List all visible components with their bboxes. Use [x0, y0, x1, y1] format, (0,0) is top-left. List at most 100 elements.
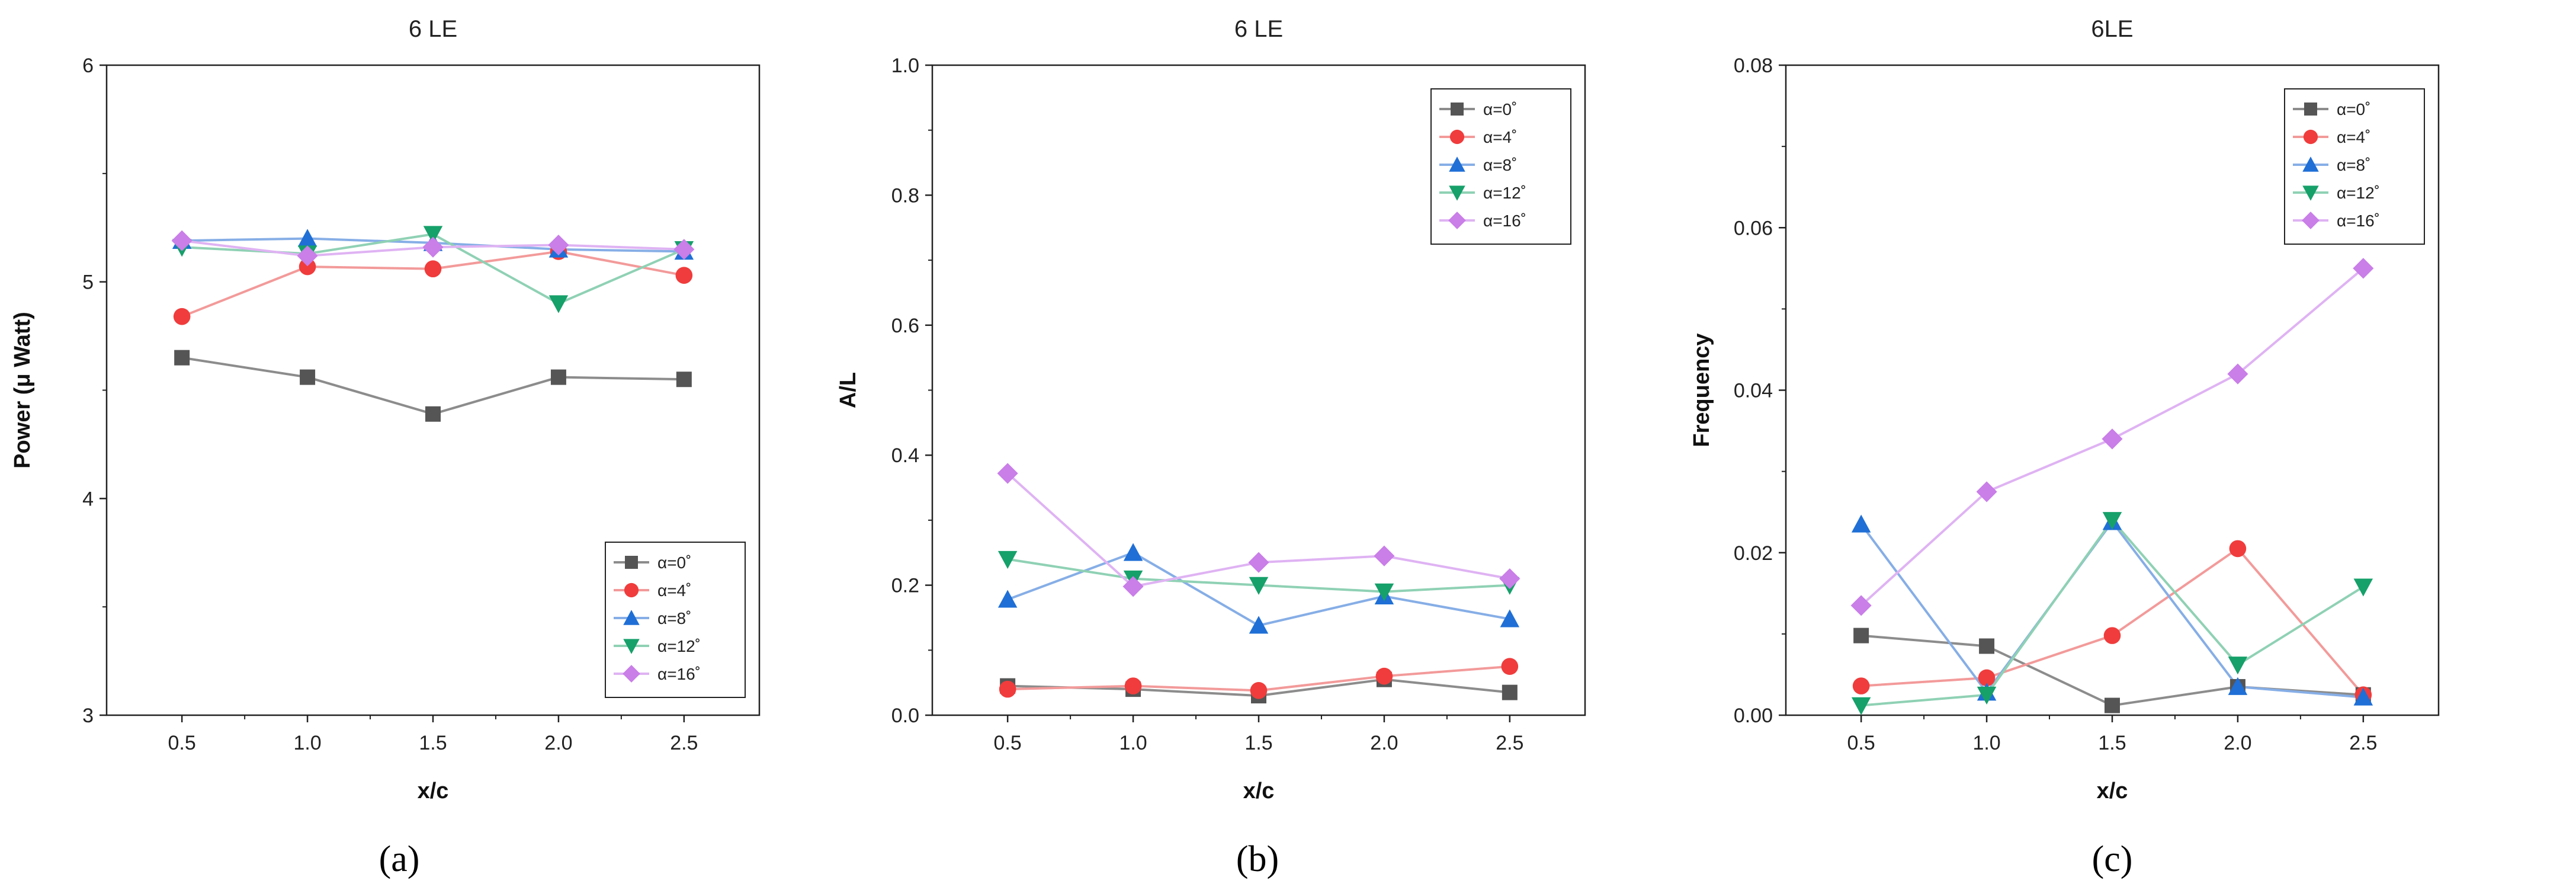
- data-point-a16: [422, 236, 444, 258]
- x-tick-label: 1.5: [1244, 732, 1272, 754]
- data-point-a16: [171, 230, 193, 251]
- legend: α=0˚ α=4˚ α=8˚ α=12˚ α=16˚: [1430, 88, 1571, 245]
- y-tick-label: 0.0: [891, 705, 919, 727]
- legend-label-a16: α=16˚: [657, 665, 701, 683]
- legend-label-a8: α=8˚: [657, 609, 691, 628]
- panel-label-b: (b): [1236, 839, 1279, 879]
- x-axis-label: x/c: [1243, 779, 1275, 803]
- data-point-a4: [675, 267, 693, 284]
- data-point-a12: [2228, 657, 2248, 675]
- chart-panel-c: 6LE 0.00 0.02 0.04 0.06 0.08 0.5 1.0 1.5 2.0 2.5 x/…: [1689, 16, 2440, 879]
- series-line-a12: [1860, 518, 2364, 707]
- data-point-a0: [676, 372, 692, 388]
- data-point-a4: [1501, 658, 1519, 675]
- y-axis-label: Frequency: [1689, 333, 1714, 447]
- y-tick-label: 1.0: [891, 55, 919, 77]
- data-point-a16: [1850, 595, 1872, 616]
- chart-panel-a: 6 LE 3 4 5 6 0.5 1.0 1.5 2.0 2.5 x/c Power (μ Watt)…: [10, 16, 761, 879]
- data-point-a12: [548, 295, 569, 313]
- data-point-a12: [1249, 577, 1269, 595]
- y-tick-label: 3: [82, 705, 94, 727]
- legend-label-a4: α=4˚: [2337, 128, 2370, 146]
- y-tick-label: 0.04: [1734, 380, 1773, 402]
- x-tick-label: 0.5: [1847, 732, 1875, 754]
- data-point-a8: [1123, 543, 1143, 561]
- legend-label-a8: α=8˚: [1483, 156, 1517, 174]
- data-point-a8: [2228, 677, 2248, 695]
- x-tick-label: 2.5: [1496, 732, 1523, 754]
- data-point-a8: [1249, 616, 1269, 634]
- legend-label-a0: α=0˚: [1483, 100, 1517, 119]
- y-tick-label: 0.8: [891, 184, 919, 207]
- data-point-a0: [425, 406, 441, 422]
- data-point-a0: [1853, 628, 1869, 644]
- x-tick-label: 2.0: [2224, 732, 2251, 754]
- legend-label-a4: α=4˚: [1483, 128, 1517, 146]
- legend-label-a0: α=0˚: [2337, 100, 2370, 119]
- data-point-a4: [1978, 669, 1996, 687]
- y-tick-label: 0.02: [1734, 542, 1773, 565]
- x-tick-label: 2.5: [2349, 732, 2377, 754]
- data-point-a4: [2103, 627, 2121, 644]
- legend-label-a16: α=16˚: [2337, 212, 2380, 230]
- legend-marker-a12: [1449, 185, 1465, 201]
- y-tick-label: 0.08: [1734, 55, 1773, 77]
- data-point-a4: [424, 260, 442, 278]
- data-point-a16: [2102, 428, 2123, 450]
- y-tick-label: 0.2: [891, 575, 919, 597]
- data-point-a16: [1122, 576, 1144, 597]
- data-point-a0: [174, 350, 190, 366]
- data-point-a12: [2102, 512, 2122, 530]
- data-point-a4: [1375, 667, 1393, 685]
- legend-label-a16: α=16˚: [1483, 212, 1526, 230]
- legend-marker-a4: [624, 582, 639, 598]
- legend-marker-a8: [1449, 156, 1465, 172]
- legend: α=0˚ α=4˚ α=8˚ α=12˚ α=16˚: [605, 542, 746, 698]
- data-point-a8: [1500, 609, 1520, 628]
- data-point-a12: [1977, 686, 1997, 705]
- data-point-a12: [997, 550, 1018, 569]
- x-axis-label: x/c: [418, 779, 449, 803]
- y-tick-label: 0.00: [1734, 705, 1773, 727]
- legend-marker-a4: [1449, 129, 1465, 145]
- legend-label-a4: α=4˚: [657, 581, 691, 600]
- data-point-a4: [1124, 677, 1142, 694]
- panel-label-c: (c): [2092, 839, 2133, 879]
- legend-marker-a12: [623, 639, 640, 654]
- x-tick-label: 2.0: [544, 732, 572, 754]
- legend-label-a0: α=0˚: [657, 553, 691, 572]
- legend-marker-a0: [1451, 103, 1464, 116]
- chart-title: 6 LE: [1234, 16, 1283, 42]
- data-point-a4: [173, 308, 191, 325]
- y-tick-label: 0.4: [891, 444, 919, 467]
- x-tick-label: 2.5: [670, 732, 698, 754]
- legend-label-a12: α=12˚: [1483, 184, 1526, 202]
- data-point-a0: [2105, 697, 2120, 713]
- legend-marker-a16: [1448, 212, 1466, 229]
- data-point-a16: [997, 463, 1018, 484]
- y-tick-label: 5: [82, 271, 94, 294]
- chart-title: 6 LE: [409, 16, 457, 42]
- legend-marker-a16: [623, 665, 640, 683]
- panel-label-a: (a): [379, 839, 420, 879]
- data-point-a16: [2353, 258, 2374, 279]
- data-point-a0: [550, 369, 566, 385]
- legend-marker-a12: [2302, 185, 2319, 201]
- x-tick-label: 1.0: [1119, 732, 1147, 754]
- data-point-a0: [1979, 638, 1995, 654]
- legend-marker-a16: [2302, 212, 2320, 229]
- y-axis-label: Power (μ Watt): [10, 312, 35, 469]
- data-point-a8: [997, 590, 1018, 608]
- data-point-a16: [1248, 552, 1269, 573]
- data-point-a16: [2227, 363, 2248, 385]
- data-point-a4: [299, 258, 316, 276]
- legend: α=0˚ α=4˚ α=8˚ α=12˚ α=16˚: [2284, 88, 2425, 245]
- data-point-a8: [2353, 687, 2373, 706]
- series-line-a4: [1861, 547, 2365, 696]
- data-point-a4: [1852, 677, 1870, 694]
- legend-label-a12: α=12˚: [2337, 184, 2380, 202]
- data-point-a16: [548, 234, 569, 256]
- data-point-a12: [2353, 578, 2373, 597]
- x-tick-label: 1.0: [1972, 732, 2000, 754]
